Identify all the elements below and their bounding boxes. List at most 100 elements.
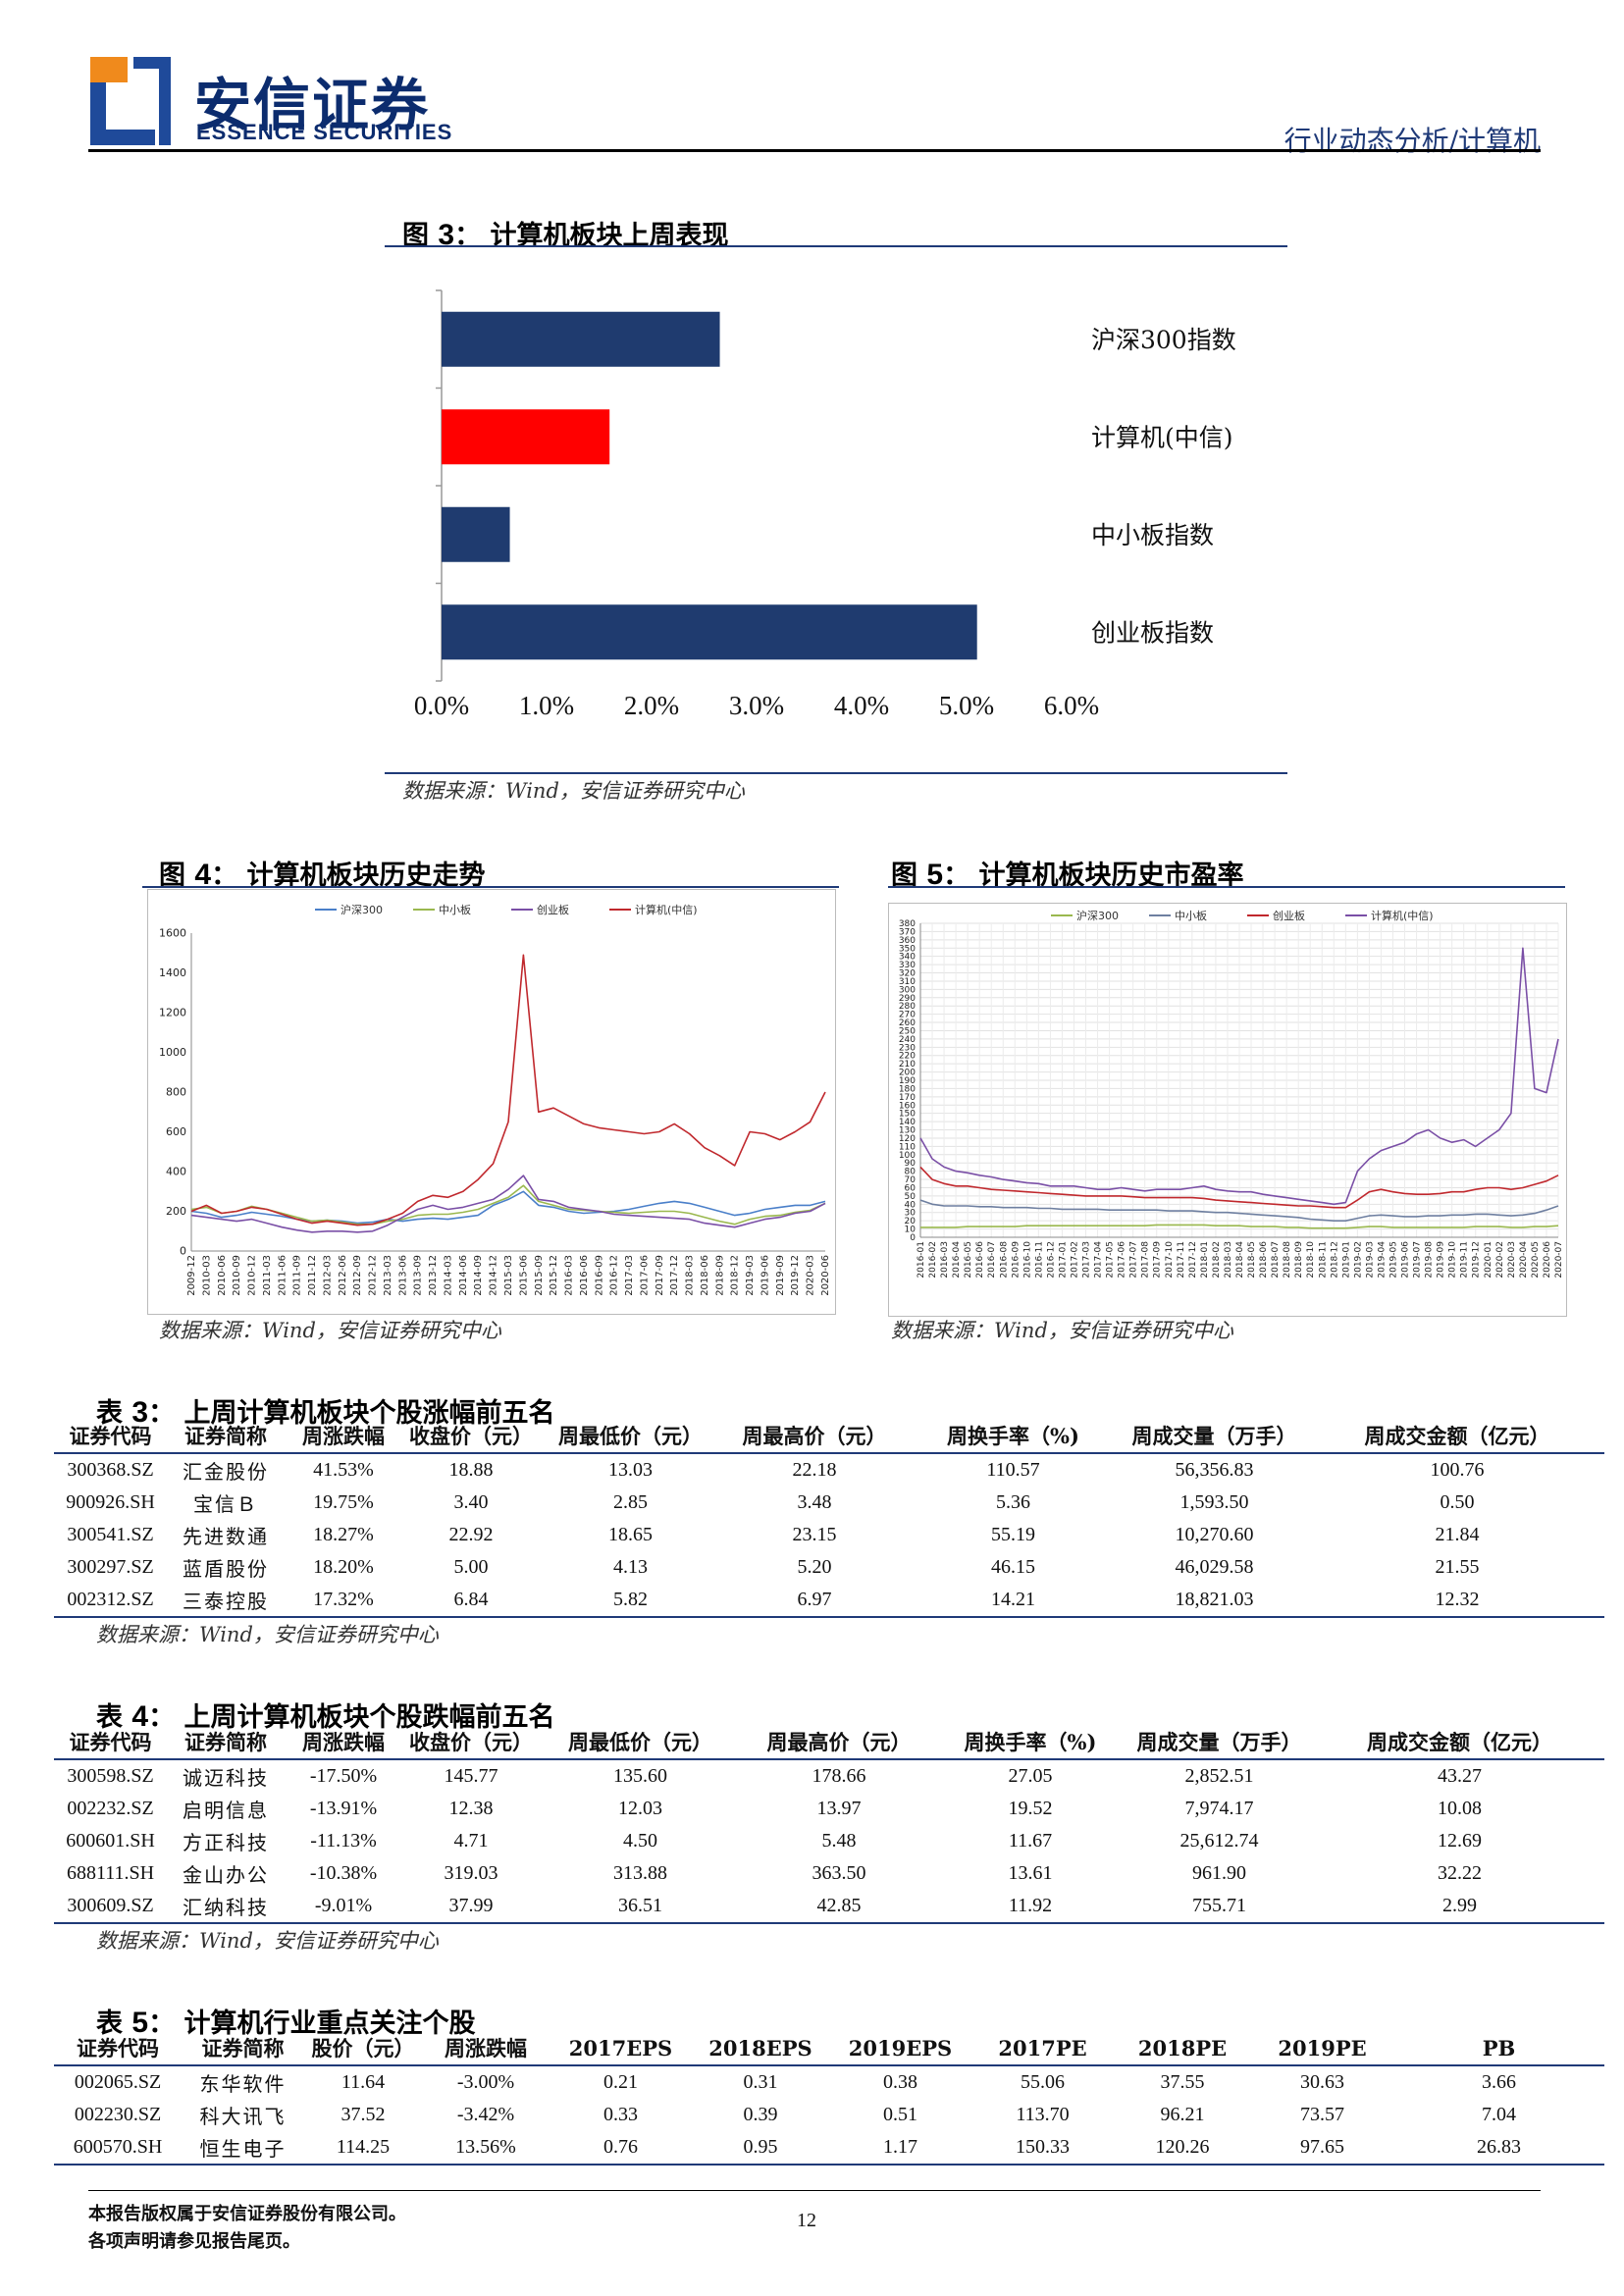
table5-header-cell: 2018EPS [692,2031,829,2066]
fig5-title-text: 计算机板块历史市盈率 [978,861,1244,891]
x-tick-label: 2016-11 [1034,1241,1044,1278]
table-cell: 600570.SH [54,2131,182,2166]
table-row: 300598.SZ 诚迈科技 -17.50% 145.77 135.60 178.66 27… [54,1759,1604,1793]
table-cell: 002065.SZ [74,2071,162,2093]
table-cell: 300598.SZ [67,1765,154,1787]
x-tick-label: 2017-03 [1082,1241,1092,1278]
x-tick-label: 2017-10 [1165,1241,1175,1278]
fig3-x-tick-label: 2.0% [624,691,679,720]
table-cell: 22.92 [448,1524,494,1545]
fig3-bar [442,506,510,562]
y-tick-label: 50 [905,1192,917,1202]
y-tick-label: 250 [899,1026,916,1036]
x-tick-label: 2020-06 [820,1255,831,1296]
table3-header-cell: 周成交金额（亿元） [1310,1419,1604,1454]
table-cell: 13.56% [422,2131,550,2166]
table-cell: 方正科技 [183,1831,269,1854]
table-cell: 0.51 [883,2104,917,2125]
table-cell: 145.77 [444,1765,498,1787]
fig5-top-rule [888,886,1565,888]
table5-header-cell: 2019EPS [829,2031,971,2066]
table3-source: 数据来源：Wind，安信证券研究中心 [96,1623,439,1646]
table3-header-cell: 周最高价（元） [721,1419,908,1454]
x-tick-label: 2011-03 [262,1255,273,1296]
fig4-chart: 沪深300 中小板 创业板 计算机(中信) 0 200 400 600 800 1000 1200 1… [159,903,831,1296]
x-tick-label: 2018-09 [714,1255,725,1296]
table-cell: 3.66 [1482,2071,1516,2093]
table-cell: 东华软件 [199,2072,287,2096]
x-tick-label: 2017-06 [639,1255,650,1296]
x-tick-label: 2010-12 [247,1255,258,1296]
fig5-number: 5 [926,859,944,891]
x-tick-label: 2014-12 [489,1255,499,1296]
fig3-bar [442,604,977,660]
y-tick-label: 60 [905,1183,917,1193]
y-tick-label: 260 [899,1018,916,1028]
table-cell: 18.88 [448,1459,494,1481]
x-tick-label: 2017-06 [1118,1241,1127,1278]
fig3-x-tick-label: 1.0% [519,691,574,720]
y-tick-label: 30 [905,1209,917,1219]
table-cell: 135.60 [613,1765,667,1787]
table-cell: 300609.SZ [54,1890,167,1924]
table-cell: 002312.SZ [54,1584,167,1618]
x-tick-label: 2009-12 [186,1255,197,1296]
x-tick-label: 2017-01 [1058,1241,1068,1278]
table4-header-cell: 周最低价（元） [540,1725,741,1760]
x-tick-label: 2020-07 [1554,1241,1564,1278]
x-tick-label: 2018-03 [1224,1241,1233,1278]
table4-header-cell: 证券代码 [54,1725,167,1760]
fig5-label: 图 [891,861,917,891]
fig3-x-tick-label: 0.0% [414,691,469,720]
x-tick-label: 2019-02 [1353,1241,1363,1278]
table-cell: 17.32% [285,1584,402,1618]
table5-header-cell: 2017PE [971,2031,1114,2066]
x-tick-label: 2018-02 [1212,1241,1222,1278]
table4-header-cell: 证券简称 [167,1725,285,1760]
y-tick-label: 100 [899,1151,916,1161]
y-tick-label: 320 [899,969,916,979]
x-tick-label: 2019-04 [1377,1241,1387,1278]
table-cell: 26.83 [1393,2131,1604,2166]
fig4-number: 4 [194,859,212,891]
table5-header-cell: PB [1393,2031,1604,2066]
y-tick-label: 380 [899,919,916,929]
table4-header-cell: 周涨跌幅 [285,1725,402,1760]
x-tick-label: 2015-12 [549,1255,559,1296]
table-row: 900926.SH 宝信Ｂ 19.75% 3.40 2.85 3.48 5.36 1,593.… [54,1487,1604,1519]
table4-header-cell: 周换手率（%) [937,1725,1124,1760]
x-tick-label: 2018-06 [700,1255,710,1296]
x-tick-label: 2012-09 [352,1255,363,1296]
table-cell: 科大讯飞 [199,2105,287,2128]
fig3-x-tick-label: 4.0% [834,691,889,720]
legend-label: 创业板 [537,903,569,916]
x-tick-label: 2019-09 [1437,1241,1446,1278]
table-cell: 1.17 [829,2131,971,2166]
table-cell: 300297.SZ [67,1556,154,1578]
y-tick-label: 1200 [159,1007,186,1019]
y-tick-label: 290 [899,994,916,1004]
y-tick-label: 130 [899,1126,916,1136]
table5-header-cell: 证券简称 [182,2031,304,2066]
table-cell: 12.32 [1310,1584,1604,1618]
table-cell: 19.75% [313,1491,374,1513]
table5-header-cell: 证券代码 [54,2031,182,2066]
table-cell: 300541.SZ [67,1524,154,1545]
x-tick-label: 2010-09 [232,1255,242,1296]
x-tick-label: 2020-03 [806,1255,816,1296]
table-cell: 19.52 [1008,1798,1053,1819]
x-tick-label: 2016-05 [964,1241,973,1278]
table5-header-row: 证券代码 证券简称 股价（元） 周涨跌幅 2017EPS 2018EPS 2019EPS 20… [54,2031,1604,2066]
y-tick-label: 370 [899,927,916,937]
x-tick-label: 2018-12 [730,1255,741,1296]
x-tick-label: 2020-02 [1495,1241,1505,1278]
table-cell: 97.65 [1251,2131,1393,2166]
table-cell: 5.00 [453,1556,489,1578]
fig5-frame: 沪深300 中小板 创业板 计算机(中信) 0 10 20 30 40 50 60 70 80 90 100… [888,903,1567,1317]
x-tick-label: 2010-03 [201,1255,212,1296]
table4-header-cell: 周最高价（元） [741,1725,937,1760]
table-cell: -11.13% [310,1830,377,1852]
table-cell: 13.61 [1008,1862,1053,1884]
table3-header-cell: 证券代码 [54,1419,167,1454]
